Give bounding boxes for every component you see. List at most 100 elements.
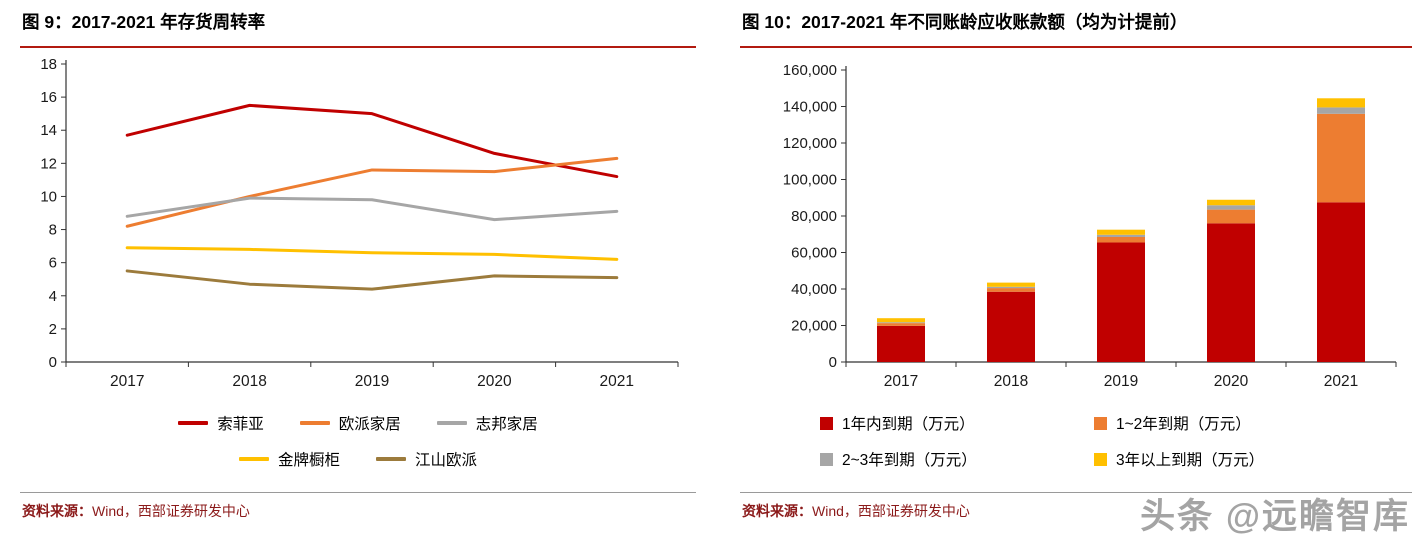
y-tick-label: 140,000 [783, 99, 837, 116]
bar-segment-s3-c3 [1207, 199, 1255, 206]
line-series-2 [125, 196, 619, 222]
legend-line-marker [238, 457, 269, 461]
figure10-source: 资料来源：Wind，西部证券研发中心 [740, 493, 1412, 521]
legend-row: 2~3年到期（万元） 3年以上到期（万元） [820, 448, 1332, 470]
legend-item-0: 索菲亚 [178, 412, 264, 434]
y-tick-label: 100,000 [783, 172, 837, 189]
y-tick-label: 2 [49, 321, 57, 338]
bar-segment-s3-c2 [1097, 229, 1145, 235]
legend-line-marker [376, 457, 406, 461]
figure10-source-text: Wind，西部证券研发中心 [812, 503, 970, 519]
legend-item-0: 1年内到期（万元） [820, 412, 1058, 434]
figure9-title-underline [20, 46, 696, 48]
legend-item-4: 江山欧派 [376, 448, 477, 470]
bar-segment-s3-c0 [877, 318, 925, 323]
y-tick-label: 0 [829, 354, 837, 371]
y-tick-label: 60,000 [791, 245, 837, 262]
y-tick-label: 160,000 [783, 62, 837, 79]
x-tick-label: 2021 [600, 373, 634, 390]
legend-label: 江山欧派 [415, 452, 478, 469]
legend-square-marker [1094, 416, 1107, 430]
legend-label: 金牌橱柜 [277, 452, 340, 469]
legend-square-marker [820, 452, 833, 466]
bar-segment-s2-c4 [1317, 107, 1365, 114]
bar-segment-s0-c3 [1207, 223, 1255, 362]
line-series-3 [125, 246, 619, 261]
legend-line-marker [299, 421, 330, 425]
figure9-source-divider [20, 492, 696, 493]
legend-label: 志邦家居 [475, 416, 538, 433]
figure9-source-text: Wind，西部证券研发中心 [92, 503, 250, 519]
bar-segment-s3-c1 [987, 282, 1035, 287]
bar-segment-s1-c4 [1317, 113, 1365, 203]
bar-segment-s3-c4 [1317, 98, 1365, 108]
bar-segment-s1-c1 [987, 288, 1035, 292]
x-tick-label: 2017 [884, 373, 918, 390]
legend-label: 欧派家居 [338, 416, 401, 433]
figure10-source-divider [740, 492, 1412, 493]
x-tick-label: 2018 [994, 373, 1028, 390]
bar-segment-s0-c0 [877, 325, 925, 362]
figure9-source: 资料来源：Wind，西部证券研发中心 [20, 493, 696, 521]
legend-label: 1年内到期（万元） [842, 416, 975, 433]
figure9-legend: 索菲亚 欧派家居 志邦家居金牌橱柜 江山欧派 [20, 412, 696, 470]
bar-segment-s0-c1 [987, 291, 1035, 362]
bar-segment-s1-c0 [877, 323, 925, 326]
y-tick-label: 16 [40, 89, 57, 106]
x-tick-label: 2019 [1104, 373, 1138, 390]
legend-item-1: 欧派家居 [299, 412, 401, 434]
legend-label: 3年以上到期（万元） [1116, 452, 1265, 469]
y-tick-label: 120,000 [783, 135, 837, 152]
figure10-legend: 1年内到期（万元） 1~2年到期（万元） 2~3年到期（万元） 3年以上到期（万元） [740, 412, 1412, 470]
legend-line-marker [436, 421, 467, 425]
figure9-panel: 图 9：2017-2021 年存货周转率 0 2 4 6 8 10 12 14 16 18 2017… [20, 0, 696, 521]
x-tick-label: 2018 [232, 373, 266, 390]
figure9-source-label: 资料来源： [22, 503, 92, 519]
y-tick-label: 0 [49, 354, 57, 371]
y-tick-label: 20,000 [791, 318, 837, 335]
x-tick-label: 2019 [355, 373, 389, 390]
bar-segment-s2-c2 [1097, 234, 1145, 237]
bar-segment-s2-c1 [987, 286, 1035, 289]
bar-segment-s1-c2 [1097, 236, 1145, 243]
legend-row: 金牌橱柜 江山欧派 [238, 448, 477, 470]
x-tick-label: 2021 [1324, 373, 1358, 390]
figure10-panel: 图 10：2017-2021 年不同账龄应收账款额（均为计提前） 0 20,000… [740, 0, 1412, 521]
line-series-1 [125, 156, 619, 228]
legend-label: 2~3年到期（万元） [842, 452, 977, 469]
y-tick-label: 10 [40, 188, 57, 205]
y-tick-label: 6 [49, 255, 57, 272]
watermark: 头条 @远瞻智库 [1140, 497, 1410, 536]
legend-row: 索菲亚 欧派家居 志邦家居 [178, 412, 538, 434]
x-tick-label: 2017 [110, 373, 144, 390]
legend-item-2: 2~3年到期（万元） [820, 448, 1058, 470]
y-tick-label: 18 [40, 56, 57, 73]
x-tick-label: 2020 [1214, 373, 1249, 390]
legend-square-marker [1094, 452, 1107, 466]
x-tick-label: 2020 [477, 373, 512, 390]
receivables-aging-stacked-bar-chart: 0 20,000 40,000 60,000 80,000 100,000 120,000 1… [783, 62, 1397, 390]
legend-item-3: 金牌橱柜 [238, 448, 340, 470]
legend-label: 索菲亚 [217, 416, 264, 433]
legend-item-2: 志邦家居 [436, 412, 538, 434]
line-series-0 [125, 103, 619, 179]
legend-row: 1年内到期（万元） 1~2年到期（万元） [820, 412, 1332, 434]
bar-segment-s0-c4 [1317, 202, 1365, 362]
bar-segment-s1-c3 [1207, 209, 1255, 224]
y-tick-label: 40,000 [791, 281, 837, 298]
y-tick-label: 14 [40, 122, 57, 139]
bar-segment-s0-c2 [1097, 242, 1145, 362]
legend-square-marker [820, 416, 833, 430]
legend-item-1: 1~2年到期（万元） [1094, 412, 1332, 434]
y-tick-label: 80,000 [791, 208, 837, 225]
legend-item-3: 3年以上到期（万元） [1094, 448, 1332, 470]
y-tick-label: 8 [49, 222, 57, 239]
bar-segment-s2-c0 [877, 322, 925, 324]
legend-line-marker [178, 421, 209, 425]
figure10-title: 图 10：2017-2021 年不同账龄应收账款额（均为计提前） [742, 12, 1188, 32]
legend-label: 1~2年到期（万元） [1116, 416, 1251, 433]
figure9-title: 图 9：2017-2021 年存货周转率 [22, 12, 266, 32]
bar-segment-s2-c3 [1207, 205, 1255, 210]
line-series-4 [125, 269, 619, 291]
y-tick-label: 12 [40, 155, 57, 172]
